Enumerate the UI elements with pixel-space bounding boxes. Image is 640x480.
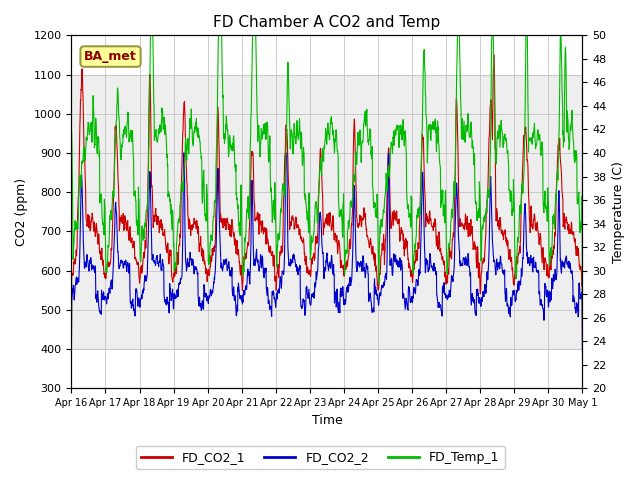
Title: FD Chamber A CO2 and Temp: FD Chamber A CO2 and Temp (213, 15, 440, 30)
Bar (72, 74, 582, 349)
Text: BA_met: BA_met (84, 50, 137, 63)
Y-axis label: CO2 (ppm): CO2 (ppm) (15, 178, 28, 246)
Y-axis label: Temperature (C): Temperature (C) (612, 161, 625, 263)
X-axis label: Time: Time (312, 414, 342, 427)
Legend: FD_CO2_1, FD_CO2_2, FD_Temp_1: FD_CO2_1, FD_CO2_2, FD_Temp_1 (136, 446, 504, 469)
